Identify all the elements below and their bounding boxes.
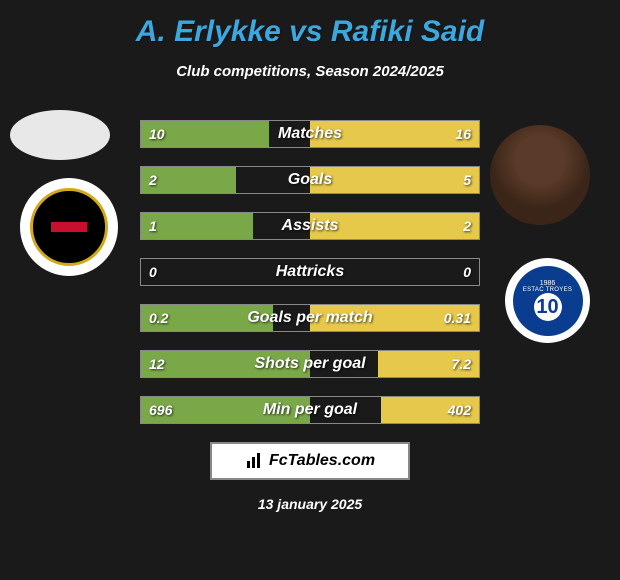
stat-value-right: 2 [463,218,471,234]
stat-value-left: 12 [149,356,165,372]
stat-value-left: 10 [149,126,165,142]
stat-value-left: 0 [149,264,157,280]
stat-label: Hattricks [141,263,479,281]
stat-value-right: 16 [455,126,471,142]
stat-label: Min per goal [141,401,479,419]
stat-row: Goals per match0.2 0.31 [140,304,480,332]
page-title: A. Erlykke vs Rafiki Said [0,15,620,49]
stat-value-left: 1 [149,218,157,234]
stat-value-right: 0.31 [444,310,471,326]
stat-value-right: 7.2 [452,356,471,372]
brand-box[interactable]: FcTables.com [210,442,410,480]
stat-label: Goals [141,171,479,189]
comparison-card: A. Erlykke vs Rafiki Said Club competiti… [0,0,620,580]
stat-label: Shots per goal [141,355,479,373]
footer-date: 13 january 2025 [0,496,620,512]
stat-row: Shots per goal12 7.2 [140,350,480,378]
stat-row: Hattricks0 0 [140,258,480,286]
stat-value-right: 5 [463,172,471,188]
stat-row: Min per goal696 402 [140,396,480,424]
stat-row: Assists1 2 [140,212,480,240]
stat-row: Matches10 16 [140,120,480,148]
stats-bars: Matches1016Goals25Assists12Hattricks00Go… [0,120,620,424]
subtitle: Club competitions, Season 2024/2025 [0,63,620,80]
stat-value-left: 696 [149,402,172,418]
stat-value-right: 0 [463,264,471,280]
stat-value-right: 402 [448,402,471,418]
stat-label: Matches [141,125,479,143]
stat-row: Goals2 5 [140,166,480,194]
stat-value-left: 0.2 [149,310,168,326]
stat-value-left: 2 [149,172,157,188]
brand-text: FcTables.com [269,452,375,470]
chart-icon [245,451,265,471]
stat-label: Assists [141,217,479,235]
stat-label: Goals per match [141,309,479,327]
